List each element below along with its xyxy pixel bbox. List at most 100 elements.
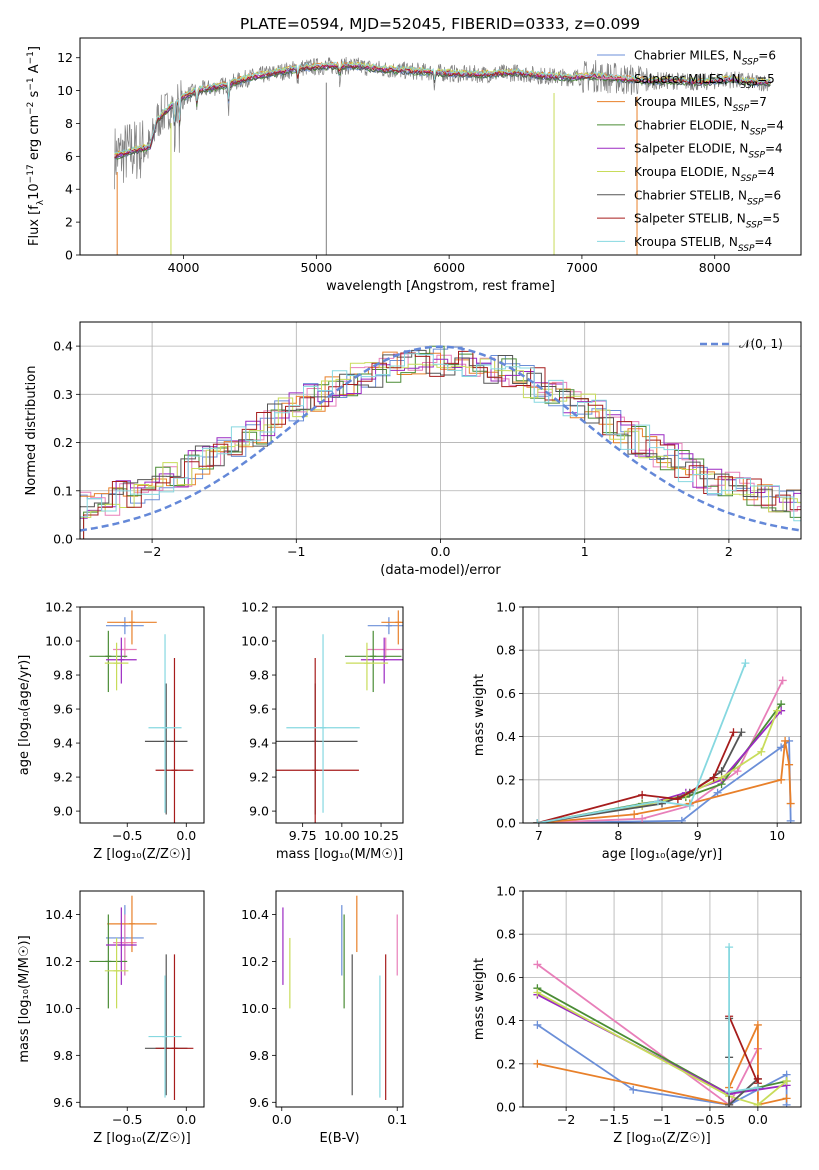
y-tick-label: 10 [57, 83, 73, 98]
legend-label-salpeter-stelib: Salpeter STELIB, NSSP=5 [634, 212, 780, 231]
y-tick-label: 0.2 [53, 435, 73, 450]
weight-marker-salpeter-stelib [753, 1074, 762, 1083]
legend-label-text: Chabrier ELODIE, N [634, 118, 750, 132]
legend-label-salpeter-elodie: Salpeter ELODIE, NSSP=4 [634, 142, 783, 161]
weight-line-salpeter-stelib [537, 731, 735, 823]
y-tick-label: 9.6 [53, 1095, 73, 1110]
y-tick-label: 1.0 [496, 600, 516, 615]
x-tick-label: 5000 [300, 260, 332, 275]
legend-label-text: Chabrier MILES, N [634, 49, 742, 63]
histogram-kroupa-miles [80, 351, 801, 539]
plot-area [533, 659, 795, 823]
weight-line-chabrier-miles [537, 739, 792, 823]
weight-line-kroupa-miles [537, 740, 792, 823]
y-tick-label: 1.0 [496, 884, 516, 899]
weight-marker-kroupa-stelib [725, 1087, 734, 1096]
y-tick-label: 10.0 [45, 1001, 73, 1016]
legend-label-text: Salpeter ELODIE, N [634, 142, 748, 156]
x-tick-label: −2 [143, 544, 161, 559]
y-tick-label: 9.0 [53, 804, 73, 819]
legend-label-text: Kroupa MILES, N [634, 95, 733, 109]
y-tick-label: 8 [65, 116, 73, 131]
legend-label-chabrier-elodie: Chabrier ELODIE, NSSP=4 [634, 118, 784, 137]
histogram-salpeter-elodie [80, 357, 801, 519]
y-axis-label-part: s [27, 90, 42, 101]
x-tick-label: 0.0 [748, 1112, 768, 1127]
panel-mass-vs-z: −0.5 0.0 9.6 9.8 10.0 10.2 10.4 Z [log₁₀(Z/Z☉)]… [17, 890, 205, 1146]
y-tick-label: 12 [57, 50, 73, 65]
panel-mass-vs-e-b-v: 0.0 0.1 9.6 9.8 10.0 10.2 10.4 E(B-V) [241, 890, 407, 1146]
weight-marker-chabrier-stelib [737, 728, 746, 737]
y-tick-label: 4 [65, 182, 73, 197]
legend-label-tail: =4 [757, 165, 775, 179]
y-tick-label: 10.0 [241, 1001, 269, 1016]
weight-marker-kroupa-miles [782, 1094, 791, 1103]
weight-marker-chabrier-miles [786, 816, 795, 823]
x-tick-label: 9 [694, 828, 702, 843]
y-tick-label: 9.6 [249, 702, 269, 717]
legend-label-chabrier-stelib: Chabrier STELIB, NSSP=6 [634, 188, 781, 207]
weight-marker-kroupa-stelib [753, 1083, 762, 1092]
model-spectrum-kroupa-stelib [114, 61, 771, 154]
legend-label-tail: =4 [765, 142, 783, 156]
plot-area [282, 895, 398, 1100]
axes-frame [275, 890, 404, 1108]
axes-frame [79, 606, 205, 824]
y-axis-label-part: λ [36, 199, 46, 205]
y-tick-label: 9.8 [249, 668, 269, 683]
y-axis-label-part: −2 [26, 102, 36, 115]
weight-marker-kroupa-miles [786, 799, 795, 808]
weight-marker-salpeter-stelib [638, 790, 647, 799]
weight-line-salpeter-miles [536, 963, 759, 1107]
y-tick-label: 10.0 [45, 634, 73, 649]
y-tick-label: 10.2 [45, 954, 73, 969]
x-tick-label: 0.1 [387, 1112, 407, 1127]
axes-frame [79, 37, 802, 256]
histogram-chabrier-stelib [80, 349, 801, 539]
x-axis-label: age [log₁₀(age/yr)] [602, 847, 723, 862]
y-tick-label: 9.0 [249, 804, 269, 819]
y-tick-label: 0.6 [496, 970, 516, 985]
legend-label-text: Kroupa STELIB, N [634, 235, 738, 249]
weight-line-salpeter-stelib [728, 1015, 759, 1084]
normal-reference-curve [80, 345, 801, 532]
y-axis-label-part: A [27, 64, 42, 77]
y-axis-label-part: erg cm [27, 115, 42, 164]
weight-marker-salpeter-miles [778, 676, 787, 685]
legend-label-tail: =4 [766, 118, 784, 132]
y-axis-label: mass weight [472, 674, 487, 756]
x-tick-label: 0.0 [176, 828, 196, 843]
axes-frame [79, 890, 205, 1108]
y-tick-label: 10.2 [241, 600, 269, 615]
weight-marker-kroupa-miles [785, 760, 794, 769]
y-axis-label: Flux [fλ10−17 erg cm−2 s−1 A−1] [26, 46, 46, 246]
x-tick-label: 10.00 [324, 828, 360, 843]
y-tick-label: 0.3 [53, 387, 73, 402]
histogram-salpeter-stelib [83, 350, 801, 539]
legend-label-text: Chabrier STELIB, N [634, 188, 747, 202]
y-tick-label: 9.8 [53, 1048, 73, 1063]
weight-marker-kroupa-stelib [725, 943, 734, 952]
x-tick-label: 7 [535, 828, 543, 843]
legend-label-chabrier-miles: Chabrier MILES, NSSP=6 [634, 49, 776, 68]
y-tick-label: 9.4 [53, 736, 73, 751]
legend-label-tail: =7 [749, 95, 767, 109]
y-tick-label: 9.4 [249, 736, 269, 751]
panel-age-vs-mass: 9.75 10.00 10.25 9.0 9.2 9.4 9.6 9.8 10.0 10.2 mas… [241, 600, 404, 862]
weight-marker-kroupa-elodie [782, 1077, 791, 1086]
x-tick-label: −1.5 [599, 1112, 629, 1127]
x-tick-label: 7000 [566, 260, 598, 275]
y-tick-label: 0.8 [496, 643, 516, 658]
y-axis-label-part: −1 [26, 77, 36, 90]
x-tick-label: 8000 [699, 260, 731, 275]
legend-label-tail: =6 [764, 188, 782, 202]
x-tick-label: 0.0 [272, 1112, 292, 1127]
y-tick-label: 0.8 [496, 927, 516, 942]
legend-label-tail: =5 [757, 72, 775, 86]
panel-age-vs-z: −0.5 0.0 9.0 9.2 9.4 9.6 9.8 10.0 10.2 Z [log₁₀(Z… [17, 600, 205, 862]
histogram-salpeter-miles [80, 353, 801, 516]
x-tick-label: 10 [769, 828, 785, 843]
y-tick-label: 0.4 [496, 729, 516, 744]
